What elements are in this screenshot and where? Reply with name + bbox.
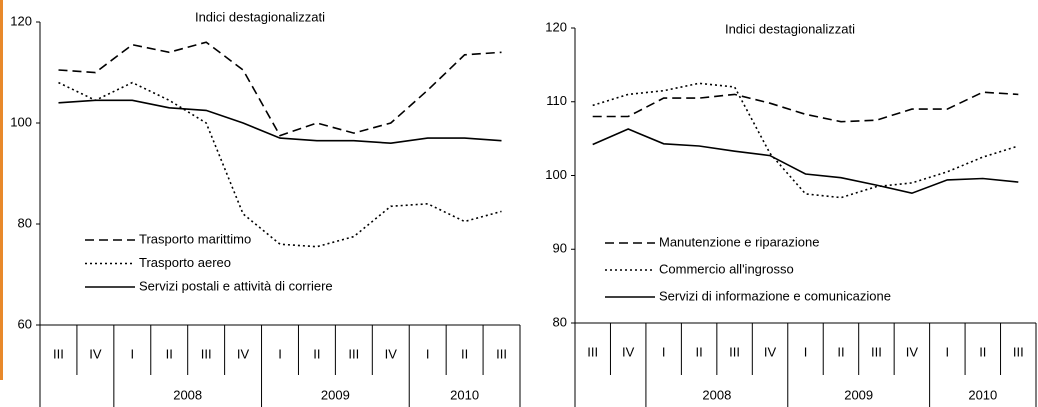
- x-tick-label: I: [426, 346, 430, 361]
- y-tick-label: 80: [553, 314, 567, 329]
- x-tick-label: III: [496, 346, 507, 361]
- y-tick-label: 100: [10, 114, 32, 129]
- legend-label: Servizi di informazione e comunicazione: [659, 288, 891, 303]
- y-tick-label: 80: [18, 215, 32, 230]
- series-line: [58, 41, 502, 137]
- legend-label: Trasporto aereo: [139, 255, 231, 270]
- x-tick-label: III: [871, 344, 882, 359]
- x-tick-label: IV: [906, 344, 919, 359]
- legend-label: Commercio all'ingrosso: [659, 261, 794, 276]
- x-tick-label: III: [201, 346, 212, 361]
- series-line: [58, 99, 502, 145]
- side-strip: [0, 0, 3, 380]
- year-label: 2009: [321, 387, 350, 402]
- x-tick-label: I: [804, 344, 808, 359]
- x-tick-label: III: [1013, 344, 1024, 359]
- x-tick-label: II: [313, 346, 320, 361]
- x-tick-label: IV: [385, 346, 398, 361]
- y-tick-label: 120: [545, 19, 567, 34]
- year-label: 2010: [450, 387, 479, 402]
- y-tick-label: 60: [18, 316, 32, 331]
- series-line: [592, 128, 1019, 195]
- x-tick-label: II: [166, 346, 173, 361]
- x-tick-label: II: [461, 346, 468, 361]
- x-tick-label: IV: [764, 344, 777, 359]
- legend-label: Servizi postali e attività di corriere: [139, 278, 333, 293]
- x-tick-label: II: [979, 344, 986, 359]
- y-tick-label: 100: [545, 167, 567, 182]
- y-tick-label: 120: [10, 13, 32, 28]
- x-tick-label: II: [837, 344, 844, 359]
- x-tick-label: III: [53, 346, 64, 361]
- y-tick-label: 90: [553, 241, 567, 256]
- y-tick-label: 110: [546, 93, 567, 108]
- x-tick-label: II: [695, 344, 702, 359]
- x-tick-label: I: [278, 346, 282, 361]
- x-tick-label: III: [729, 344, 740, 359]
- year-label: 2009: [844, 387, 873, 402]
- series-line: [592, 91, 1019, 123]
- x-tick-label: III: [348, 346, 359, 361]
- x-tick-label: III: [587, 344, 598, 359]
- year-label: 2008: [702, 387, 731, 402]
- x-tick-label: IV: [622, 344, 635, 359]
- chart-title: Indici destagionalizzati: [725, 21, 855, 36]
- x-tick-label: I: [946, 344, 950, 359]
- year-label: 2008: [173, 387, 202, 402]
- x-tick-label: IV: [89, 346, 102, 361]
- x-tick-label: I: [130, 346, 134, 361]
- legend-label: Trasporto marittimo: [139, 231, 251, 246]
- legend-label: Manutenzione e riparazione: [659, 234, 819, 249]
- x-tick-label: I: [662, 344, 666, 359]
- x-tick-label: IV: [237, 346, 250, 361]
- year-label: 2010: [968, 387, 997, 402]
- series-line: [58, 81, 502, 248]
- chart-title: Indici destagionalizzati: [195, 9, 325, 24]
